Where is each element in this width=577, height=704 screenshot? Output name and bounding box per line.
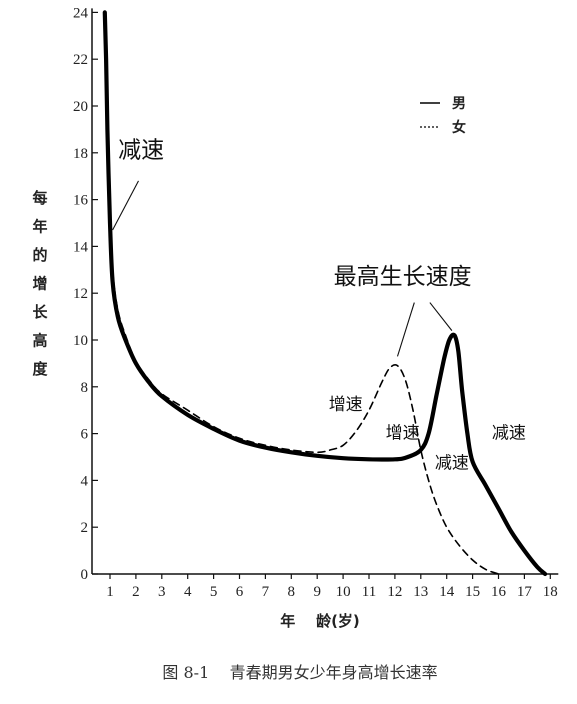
- annotation-label: 增速: [329, 395, 363, 415]
- x-tick-label: 7: [262, 584, 270, 600]
- annotation-label: 增速: [386, 423, 420, 443]
- y-axis-label-char: 长: [32, 303, 48, 321]
- x-tick-label: 9: [313, 584, 321, 600]
- x-tick-label: 5: [210, 584, 218, 600]
- x-tick-label: 18: [543, 584, 558, 600]
- y-tick-label: 22: [73, 52, 88, 68]
- y-tick-label: 8: [81, 380, 89, 396]
- y-tick-label: 12: [73, 286, 88, 302]
- annotation-pointer-line: [112, 180, 139, 231]
- legend-label: 女: [452, 119, 466, 136]
- x-tick-label: 10: [336, 584, 351, 600]
- x-axis-label: 年 龄(岁): [280, 612, 360, 630]
- series-lines: [102, 10, 548, 577]
- y-axis-label-char: 高: [32, 332, 47, 350]
- y-tick-label: 0: [81, 567, 89, 583]
- x-tick-label: 15: [465, 584, 480, 600]
- y-tick-label: 10: [73, 333, 88, 349]
- legend: 男女: [420, 96, 466, 136]
- x-tick-label: 16: [491, 584, 507, 600]
- x-tick-label: 1: [106, 584, 114, 600]
- y-tick-label: 2: [81, 520, 89, 536]
- x-tick-label: 17: [517, 584, 533, 600]
- y-tick-label: 6: [81, 427, 89, 443]
- legend-label: 男: [452, 96, 466, 112]
- axes: [91, 8, 559, 575]
- annotation-label: 减速: [118, 137, 164, 163]
- x-tick-label: 2: [132, 584, 140, 600]
- x-tick-label: 4: [184, 584, 192, 600]
- x-tick-label: 11: [362, 584, 376, 600]
- y-axis-label-char: 年: [32, 218, 47, 236]
- y-axis-label-char: 度: [32, 360, 48, 378]
- x-tick-label: 13: [413, 584, 428, 600]
- y-tick-label: 24: [73, 5, 89, 21]
- peak-pointer-line: [429, 302, 453, 331]
- x-tick-label: 6: [236, 584, 244, 600]
- y-tick-label: 20: [73, 99, 88, 115]
- y-tick-label: 16: [73, 193, 89, 209]
- series-line-boys: [102, 10, 548, 577]
- figure-caption: 图 8-1 青春期男女少年身高增长速率: [162, 663, 437, 682]
- y-axis-label-char: 的: [32, 246, 47, 264]
- peak-pointer-line: [396, 302, 415, 357]
- x-tick-label: 3: [158, 584, 166, 600]
- x-tick-label: 12: [387, 584, 402, 600]
- y-tick-label: 14: [73, 239, 89, 255]
- y-tick-label: 18: [73, 146, 88, 162]
- series-line-girls: [104, 11, 500, 575]
- x-ticks: 1 2 3 4 5 6 7 8 9 10 11 12 13 14 15 16 17 18: [106, 574, 558, 600]
- annotation-label: 减速: [492, 423, 526, 443]
- x-tick-label: 8: [288, 584, 296, 600]
- annotation-label: 减速: [435, 454, 469, 474]
- annotation-pointers: [112, 180, 453, 357]
- y-axis-label-char: 每: [32, 189, 47, 207]
- y-axis-label-char: 增: [32, 275, 47, 293]
- y-tick-label: 4: [81, 473, 89, 489]
- x-tick-label: 14: [439, 584, 455, 600]
- annotation-label: 最高生长速度: [334, 264, 472, 290]
